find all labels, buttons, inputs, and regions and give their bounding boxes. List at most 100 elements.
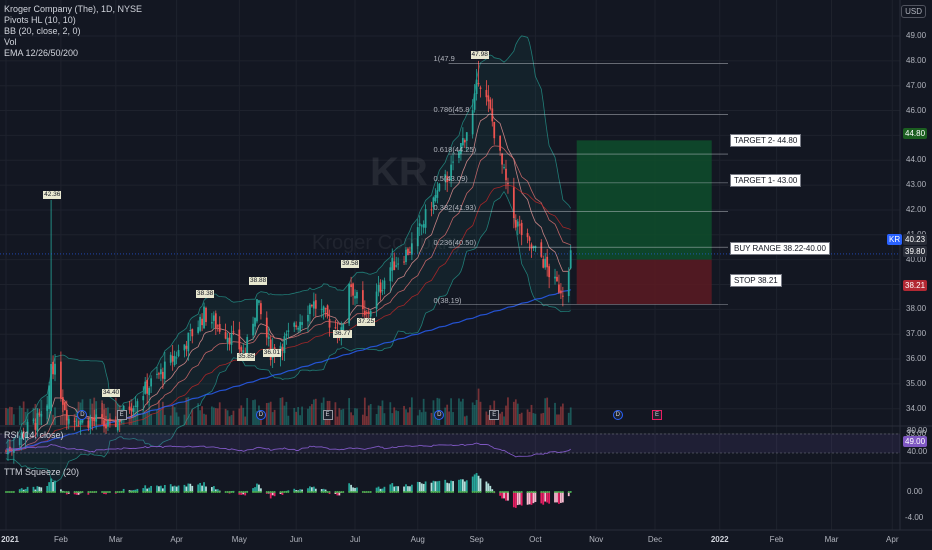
candle-body xyxy=(548,266,551,278)
squeeze-dot xyxy=(340,491,343,493)
symbol-title[interactable]: Kroger Company (The), 1D, NYSE xyxy=(4,4,143,14)
candle-body xyxy=(365,312,368,314)
squeeze-dot xyxy=(434,491,437,493)
candle-body xyxy=(526,233,529,238)
squeeze-bar xyxy=(391,483,394,492)
candle-body xyxy=(569,250,572,269)
squeeze-bar xyxy=(526,492,529,505)
squeeze-dot xyxy=(218,491,221,493)
squeeze-bar xyxy=(452,481,454,492)
candle-body xyxy=(312,301,315,309)
candle-body xyxy=(493,121,496,139)
volume-bar xyxy=(418,409,421,425)
indicator-vol[interactable]: Vol xyxy=(4,37,17,47)
candle-body xyxy=(224,332,227,339)
earnings-marker[interactable]: E xyxy=(489,410,500,420)
squeeze-bar xyxy=(301,489,303,492)
candle-body xyxy=(136,401,139,407)
earnings-marker[interactable]: E xyxy=(651,410,662,420)
target2-label[interactable]: TARGET 2- 44.80 xyxy=(730,134,802,147)
squeeze-bar xyxy=(36,486,39,492)
currency-button[interactable]: USD xyxy=(901,5,926,18)
volume-bar xyxy=(503,416,505,425)
squeeze-dot xyxy=(5,491,7,493)
earnings-marker[interactable]: E xyxy=(116,410,127,420)
squeeze-label[interactable]: TTM Squeeze (20) xyxy=(4,467,80,477)
squeeze-dot xyxy=(177,491,180,493)
volume-bar xyxy=(211,406,213,425)
dividend-marker[interactable]: D xyxy=(255,410,266,420)
candle-body xyxy=(252,323,254,336)
buy-range-label[interactable]: BUY RANGE 38.22-40.00 xyxy=(730,242,830,255)
volume-bar xyxy=(265,403,268,425)
squeeze-dot xyxy=(203,491,206,493)
time-axis-label: Jun xyxy=(289,535,303,544)
squeeze-dot xyxy=(257,491,260,493)
volume-bar xyxy=(389,402,392,425)
volume-bar xyxy=(54,407,56,425)
squeeze-bar xyxy=(46,485,49,492)
indicator-pivots[interactable]: Pivots HL (10, 10) xyxy=(4,15,76,25)
candle-body xyxy=(283,336,286,354)
volume-bar xyxy=(163,414,166,425)
volume-bar xyxy=(150,414,152,425)
volume-bar xyxy=(463,416,466,425)
dividend-marker[interactable]: D xyxy=(612,410,623,420)
squeeze-dot xyxy=(89,491,92,493)
candle-body xyxy=(436,190,439,198)
squeeze-dot xyxy=(465,491,468,493)
squeeze-bar xyxy=(20,488,23,492)
indicator-bb[interactable]: BB (20, close, 2, 0) xyxy=(4,26,81,36)
squeeze-bar xyxy=(189,483,192,492)
candle-body xyxy=(507,183,509,185)
candle-body xyxy=(114,419,117,428)
indicator-ema[interactable]: EMA 12/26/50/200 xyxy=(4,48,79,58)
candles xyxy=(5,60,572,464)
squeeze-dot xyxy=(244,491,247,493)
squeeze-dot xyxy=(355,491,358,493)
time-axis-label: Nov xyxy=(589,535,604,544)
candle-body xyxy=(60,361,62,399)
squeeze-bar xyxy=(514,492,517,508)
rsi-band xyxy=(0,434,900,453)
squeeze-dot xyxy=(197,491,200,493)
candle-body xyxy=(232,331,235,333)
squeeze-dot xyxy=(430,491,433,493)
squeeze-dot xyxy=(548,491,551,493)
candle-body xyxy=(411,243,413,255)
rsi-label[interactable]: RSI (14, close) xyxy=(4,430,64,440)
candle-body xyxy=(342,324,345,331)
squeeze-dot xyxy=(477,491,480,493)
target-zone xyxy=(576,140,712,260)
stop-label[interactable]: STOP 38.21 xyxy=(730,274,782,287)
dividend-marker[interactable]: D xyxy=(434,410,445,420)
volume-bar xyxy=(407,412,409,425)
squeeze-bar xyxy=(242,492,245,495)
candle-body xyxy=(285,333,288,336)
squeeze-dot xyxy=(265,491,268,493)
squeeze-dot xyxy=(393,491,396,493)
squeeze-dot xyxy=(269,491,272,493)
volume-bar xyxy=(411,397,413,425)
squeeze-bar xyxy=(395,486,398,492)
stop-zone xyxy=(576,259,712,305)
volume-bar xyxy=(212,407,215,425)
volume-bar xyxy=(228,416,231,425)
earnings-marker[interactable]: E xyxy=(322,410,333,420)
squeeze-dot xyxy=(93,491,96,493)
target1-label[interactable]: TARGET 1- 43.00 xyxy=(730,174,802,187)
squeeze-bar xyxy=(48,482,51,492)
volume-bar xyxy=(505,405,507,425)
volume-bar xyxy=(381,400,384,425)
volume-bar xyxy=(420,412,423,425)
candle-body xyxy=(144,381,147,394)
dividend-marker[interactable]: D xyxy=(77,410,88,420)
candle-body xyxy=(393,261,396,271)
squeeze-dot xyxy=(232,491,235,493)
time-axis-label: 2021 xyxy=(1,535,19,544)
candle-body xyxy=(448,180,451,182)
squeeze-dot xyxy=(506,491,509,493)
candle-body xyxy=(430,209,433,211)
candle-body xyxy=(487,95,490,102)
